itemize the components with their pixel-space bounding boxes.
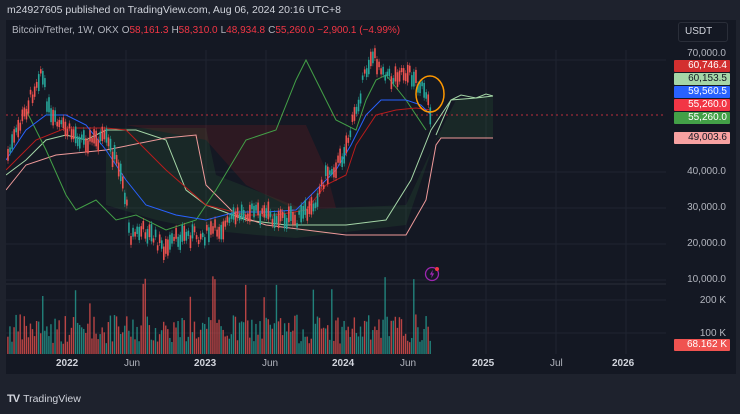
open-value: 58,161.3 (129, 25, 169, 36)
highlight-circle (415, 75, 445, 113)
chart-pane[interactable]: Bitcoin/Tether, 1W, OKX O58,161.3 H58,31… (6, 20, 736, 374)
time-axis[interactable]: 2022 Jun 2023 Jun 2024 Jun 2025 Jul 2026 (6, 354, 736, 374)
close-value: 55,260.0 (275, 25, 315, 36)
candlestick-series (7, 45, 432, 263)
span-b-price-badge: 49,003.6 (674, 132, 730, 144)
price-axis[interactable]: 70,000.0 40,000.0 30,000.0 20,000.0 10,0… (668, 20, 736, 354)
last-price-badge: 55,260.0 (674, 99, 730, 111)
price-tick: 20,000.0 (687, 238, 726, 249)
tradingview-brand[interactable]: TV TradingView (7, 393, 81, 405)
chikou-price-badge: 55,260.0 (674, 112, 730, 124)
brand-name: TradingView (23, 393, 81, 405)
time-label: 2026 (612, 358, 635, 369)
volume-tick: 100 K (699, 328, 726, 339)
price-tick: 70,000.0 (687, 48, 726, 59)
time-label: 2024 (332, 358, 355, 369)
symbol-name[interactable]: Bitcoin/Tether, 1W, OKX (12, 25, 119, 36)
lightning-alert-icon[interactable] (424, 266, 440, 282)
volume-tick: 200 K (699, 295, 726, 306)
publish-line: m24927605 published on TradingView.com, … (7, 4, 342, 16)
time-label: Jun (262, 358, 279, 369)
volume-series (7, 276, 431, 354)
ohlc-legend: Bitcoin/Tether, 1W, OKX O58,161.3 H58,31… (12, 25, 401, 36)
time-label: 2023 (194, 358, 217, 369)
volume-badge: 68.162 K (674, 339, 730, 351)
change-value: −2,900.1 (−4.99%) (317, 25, 401, 36)
price-tick: 30,000.0 (687, 202, 726, 213)
time-label: Jun (124, 358, 141, 369)
time-label: Jun (400, 358, 417, 369)
time-label: Jul (550, 358, 563, 369)
time-label: 2022 (56, 358, 79, 369)
price-tick: 40,000.0 (687, 166, 726, 177)
time-label: 2025 (472, 358, 495, 369)
price-chart-canvas[interactable] (6, 20, 736, 374)
kijun-price-badge: 60,746.4 (674, 60, 730, 72)
span-a-price-badge: 60,153.5 (674, 73, 730, 85)
low-value: 48,934.8 (226, 25, 266, 36)
tenkan-price-badge: 59,560.5 (674, 86, 730, 98)
tradingview-logo-icon: TV (7, 393, 20, 405)
price-tick: 10,000.0 (687, 274, 726, 285)
currency-button[interactable]: USDT (678, 22, 728, 42)
high-value: 58,310.0 (178, 25, 218, 36)
